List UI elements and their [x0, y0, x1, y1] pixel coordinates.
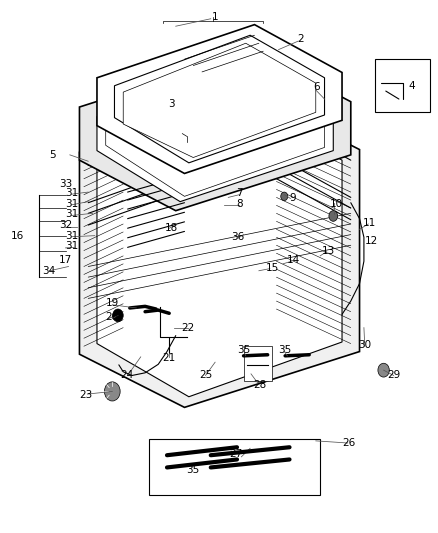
Text: 4: 4 — [408, 81, 414, 91]
Text: 31: 31 — [65, 209, 78, 220]
Text: 24: 24 — [120, 370, 133, 381]
Circle shape — [104, 382, 120, 401]
Text: 8: 8 — [235, 199, 242, 209]
Text: 10: 10 — [329, 199, 343, 209]
Polygon shape — [79, 51, 350, 211]
Polygon shape — [123, 43, 315, 158]
Text: 22: 22 — [181, 322, 194, 333]
Text: 18: 18 — [164, 223, 177, 233]
Text: 6: 6 — [313, 82, 319, 92]
Text: 30: 30 — [357, 340, 371, 350]
Text: 33: 33 — [59, 179, 72, 189]
Text: 26: 26 — [341, 438, 354, 448]
Circle shape — [328, 211, 337, 221]
Circle shape — [377, 364, 389, 377]
Bar — [149, 439, 319, 495]
Text: 28: 28 — [253, 379, 266, 390]
Circle shape — [280, 192, 287, 200]
Text: 25: 25 — [198, 370, 212, 381]
Text: 31: 31 — [65, 199, 78, 209]
Text: 20: 20 — [106, 312, 119, 322]
Text: 5: 5 — [49, 150, 56, 160]
Polygon shape — [97, 62, 332, 201]
Polygon shape — [106, 70, 324, 196]
Text: 17: 17 — [59, 255, 72, 265]
Polygon shape — [97, 25, 341, 173]
Text: 13: 13 — [321, 246, 335, 255]
Circle shape — [113, 309, 123, 322]
Text: 12: 12 — [364, 236, 378, 246]
Text: 32: 32 — [59, 220, 72, 230]
Text: 16: 16 — [11, 231, 24, 241]
Text: 23: 23 — [79, 390, 92, 400]
Bar — [243, 346, 272, 381]
Text: 35: 35 — [278, 345, 291, 356]
Text: 29: 29 — [386, 370, 399, 381]
Text: 15: 15 — [265, 263, 278, 272]
Text: 19: 19 — [106, 297, 119, 308]
Text: 31: 31 — [65, 231, 78, 241]
Text: 9: 9 — [289, 193, 296, 204]
Bar — [306, 72, 339, 115]
Text: 1: 1 — [211, 12, 218, 22]
Text: 7: 7 — [235, 188, 242, 198]
Text: 35: 35 — [237, 345, 250, 356]
Polygon shape — [114, 35, 324, 163]
Polygon shape — [97, 108, 341, 397]
Text: 3: 3 — [168, 99, 174, 109]
Text: 21: 21 — [162, 353, 175, 363]
Polygon shape — [79, 96, 359, 407]
Text: 34: 34 — [42, 266, 55, 276]
Text: 35: 35 — [186, 465, 199, 474]
Bar — [374, 59, 428, 112]
Text: 2: 2 — [297, 34, 303, 44]
Text: 14: 14 — [286, 255, 300, 265]
Text: 31: 31 — [65, 241, 78, 251]
Text: 11: 11 — [362, 218, 375, 228]
Text: 36: 36 — [231, 232, 244, 243]
Text: 27: 27 — [229, 449, 242, 458]
Text: 31: 31 — [65, 188, 78, 198]
